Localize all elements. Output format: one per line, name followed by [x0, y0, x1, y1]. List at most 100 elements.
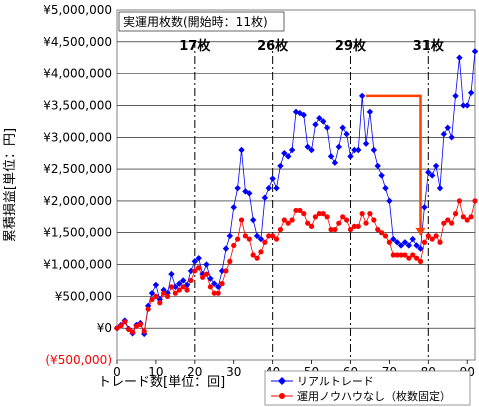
- data-point-fixed: [460, 214, 466, 220]
- data-point-real: [179, 277, 187, 284]
- data-point-real: [277, 162, 284, 170]
- data-point-fixed: [375, 226, 381, 233]
- data-point-fixed: [340, 214, 346, 220]
- data-point-real: [152, 281, 160, 289]
- data-point-fixed: [332, 226, 338, 233]
- data-point-fixed: [203, 271, 210, 277]
- data-point-fixed: [414, 255, 420, 261]
- data-point-real: [444, 124, 451, 131]
- data-point-fixed: [406, 255, 412, 261]
- data-point-fixed: [129, 329, 136, 335]
- data-point-real: [327, 153, 335, 160]
- data-point-fixed: [382, 233, 389, 239]
- data-point-fixed: [293, 207, 299, 214]
- data-point-fixed: [468, 214, 474, 220]
- data-point-fixed: [316, 211, 322, 217]
- data-point-real: [246, 190, 253, 197]
- data-point-fixed: [277, 226, 284, 233]
- data-point-fixed: [118, 323, 124, 329]
- x-tick-label: 30: [226, 365, 241, 379]
- data-point-real: [316, 114, 323, 122]
- data-point-fixed: [289, 217, 295, 223]
- x-axis-label: トレード数[単位：回]: [98, 374, 225, 390]
- data-point-real: [148, 289, 156, 297]
- y-tick-label: ¥1,500,000: [43, 226, 112, 240]
- y-tick-label: ¥1,000,000: [43, 258, 112, 272]
- data-point-real: [409, 235, 416, 243]
- data-point-real: [312, 121, 319, 128]
- data-point-real: [249, 216, 257, 224]
- data-point-real: [265, 184, 272, 192]
- data-point-real: [261, 194, 269, 201]
- data-point-fixed: [449, 220, 455, 226]
- data-point-fixed: [367, 211, 373, 217]
- data-point-fixed: [445, 217, 451, 223]
- data-point-real: [343, 130, 350, 138]
- plot-area: [116, 9, 476, 361]
- data-point-fixed: [273, 236, 280, 242]
- legend-marker-fixed: [279, 393, 285, 399]
- data-point-real: [405, 242, 413, 249]
- data-point-fixed: [355, 223, 361, 229]
- data-point-real: [393, 239, 401, 246]
- annotation-box-frame: [118, 11, 285, 32]
- data-point-real: [366, 108, 374, 116]
- y-tick-label: ¥2,500,000: [43, 162, 112, 176]
- data-point-fixed: [161, 290, 167, 296]
- legend-frame: [264, 370, 471, 406]
- data-point-fixed: [421, 239, 428, 245]
- data-point-fixed: [207, 284, 213, 290]
- data-point-real: [257, 235, 265, 243]
- data-point-real: [362, 140, 370, 147]
- data-point-real: [331, 159, 339, 166]
- data-point-real: [226, 232, 234, 240]
- data-point-fixed: [270, 233, 276, 239]
- arrow-line: [366, 94, 422, 230]
- y-tick-label: ¥5,000,000: [43, 3, 112, 17]
- data-point-real: [218, 267, 226, 275]
- data-point-real: [355, 146, 362, 154]
- data-point-fixed: [336, 220, 342, 226]
- data-point-real: [440, 130, 448, 138]
- data-point-real: [452, 92, 459, 100]
- data-point-real: [421, 204, 428, 211]
- data-point-fixed: [379, 230, 385, 236]
- data-point-fixed: [417, 258, 424, 264]
- data-point-fixed: [347, 226, 354, 233]
- data-point-fixed: [266, 233, 272, 239]
- data-point-fixed: [297, 207, 303, 214]
- data-point-real: [172, 283, 179, 291]
- data-point-fixed: [262, 239, 268, 245]
- data-point-real: [323, 124, 331, 131]
- data-point-real: [320, 118, 327, 125]
- data-point-real: [253, 232, 261, 240]
- data-point-fixed: [359, 211, 365, 217]
- data-point-real: [413, 242, 420, 249]
- data-point-fixed: [157, 300, 163, 306]
- data-point-real: [456, 54, 463, 61]
- data-point-fixed: [242, 233, 249, 239]
- data-point-fixed: [281, 217, 287, 223]
- data-point-real: [339, 124, 346, 131]
- legend-label-fixed: 運用ノウハウなし（枚数固定）: [297, 389, 451, 403]
- data-point-fixed: [464, 217, 470, 223]
- data-point-fixed: [231, 242, 237, 249]
- data-point-real: [471, 48, 479, 55]
- data-point-real: [448, 134, 455, 141]
- data-point-real: [234, 184, 241, 192]
- data-point-fixed: [114, 325, 120, 331]
- data-point-real: [203, 261, 210, 268]
- data-point-real: [382, 184, 389, 192]
- y-tick-label: ¥3,000,000: [43, 130, 112, 144]
- data-point-fixed: [126, 326, 132, 333]
- data-point-real: [230, 204, 237, 211]
- data-point-fixed: [433, 233, 439, 239]
- data-point-fixed: [145, 306, 151, 312]
- data-point-fixed: [343, 217, 350, 223]
- data-point-fixed: [250, 252, 256, 258]
- series-markers: [113, 48, 479, 338]
- data-point-real: [187, 267, 195, 275]
- data-point-real: [467, 89, 475, 96]
- data-point-fixed: [238, 217, 245, 223]
- data-point-fixed: [176, 287, 182, 293]
